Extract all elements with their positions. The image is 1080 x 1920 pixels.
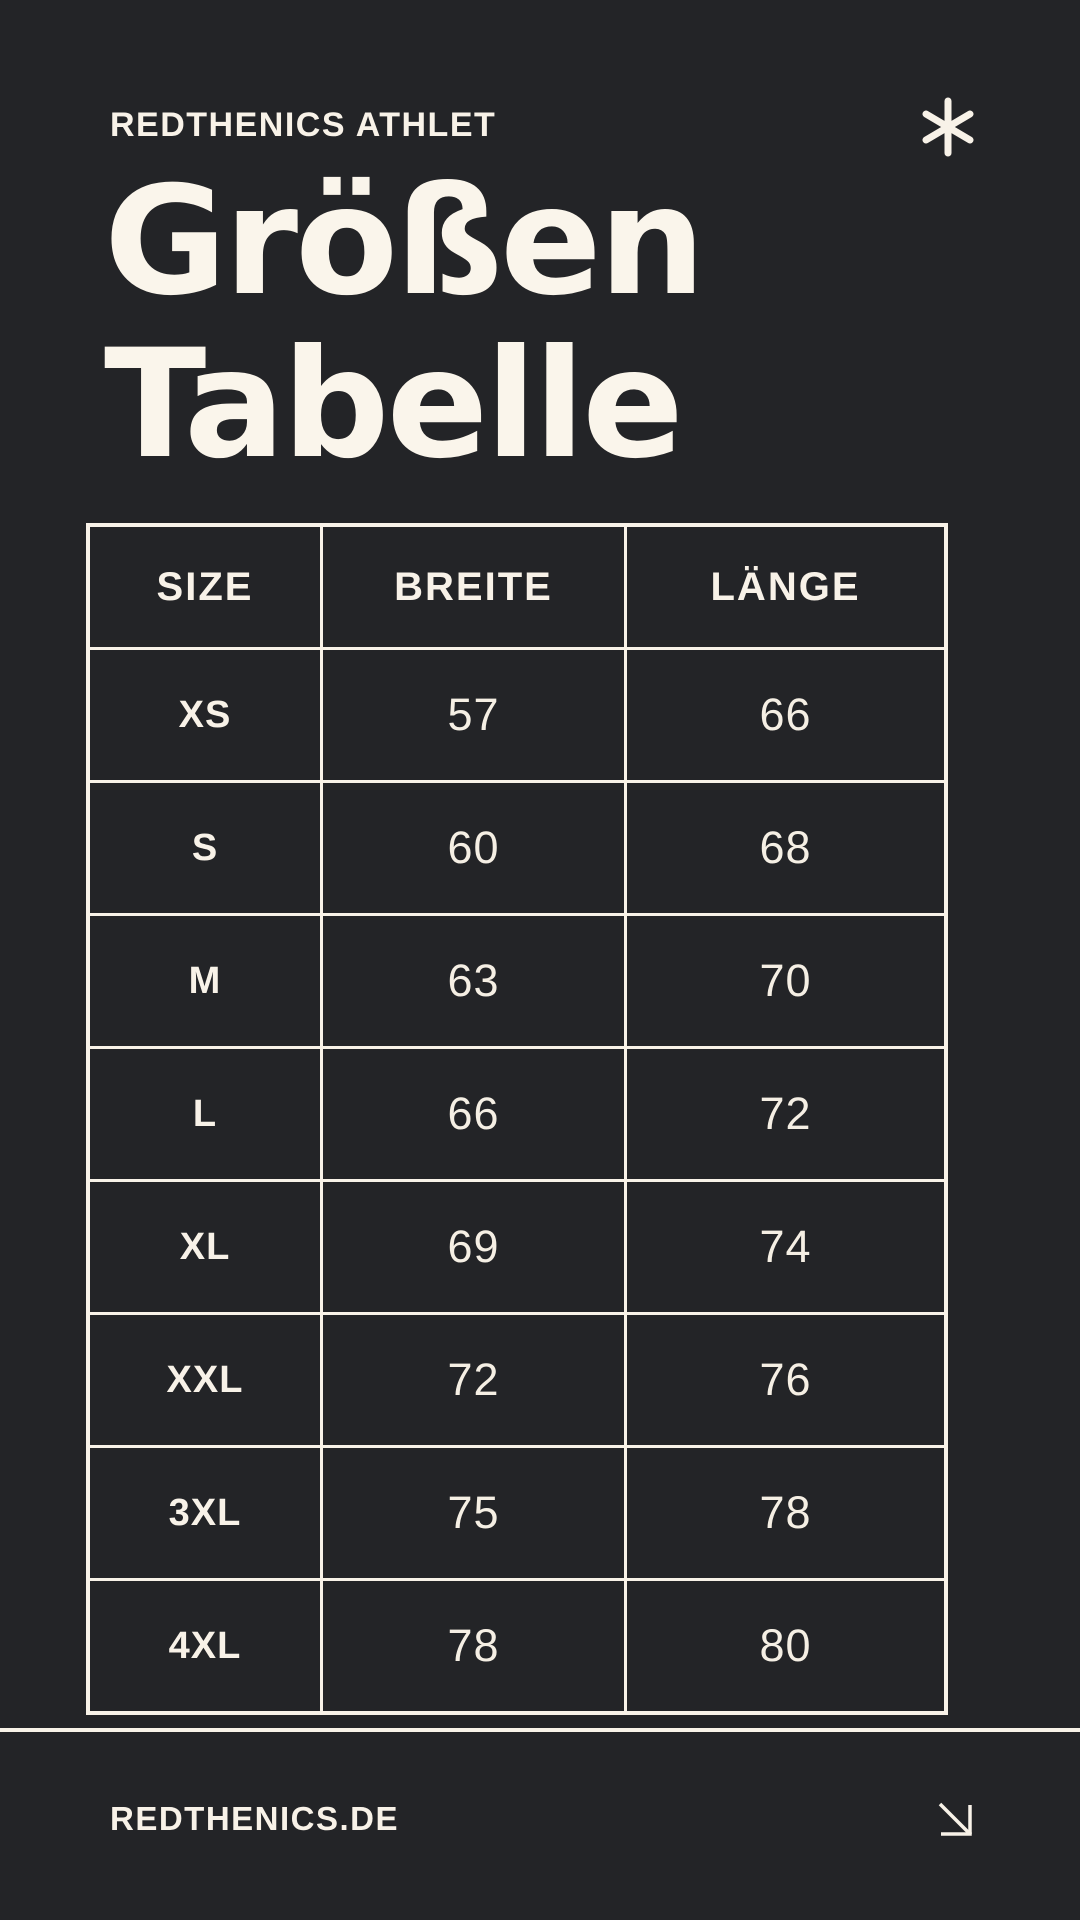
laenge-value: 76 [627,1315,944,1445]
asterisk-icon [922,97,974,157]
laenge-value: 74 [627,1182,944,1312]
breite-value: 75 [323,1448,624,1578]
laenge-value: 72 [627,1049,944,1179]
arrow-down-right-icon [938,1802,972,1836]
size-label: M [90,916,320,1046]
divider-line [0,1728,1080,1732]
laenge-value: 68 [627,783,944,913]
size-label: XL [90,1182,320,1312]
laenge-value: 80 [627,1581,944,1711]
page-title: Größen Tabelle [104,155,706,492]
breite-value: 78 [323,1581,624,1711]
laenge-value: 70 [627,916,944,1046]
column-header-size: SIZE [90,527,320,647]
size-label: XXL [90,1315,320,1445]
breite-value: 57 [323,650,624,780]
title-line-1: Größen [104,155,706,329]
breite-value: 60 [323,783,624,913]
size-label: 4XL [90,1581,320,1711]
size-label: 3XL [90,1448,320,1578]
laenge-value: 66 [627,650,944,780]
brand-label: REDTHENICS ATHLET [110,106,497,144]
size-label: L [90,1049,320,1179]
column-header-breite: BREITE [323,527,624,647]
website-label: REDTHENICS.DE [110,1800,400,1837]
breite-value: 66 [323,1049,624,1179]
size-label: S [90,783,320,913]
laenge-value: 78 [627,1448,944,1578]
breite-value: 63 [323,916,624,1046]
size-table: SIZE BREITE LÄNGE XS 57 66 S 60 68 M 63 … [86,523,948,1715]
title-line-2: Tabelle [104,318,684,492]
breite-value: 72 [323,1315,624,1445]
breite-value: 69 [323,1182,624,1312]
column-header-laenge: LÄNGE [627,527,944,647]
size-label: XS [90,650,320,780]
